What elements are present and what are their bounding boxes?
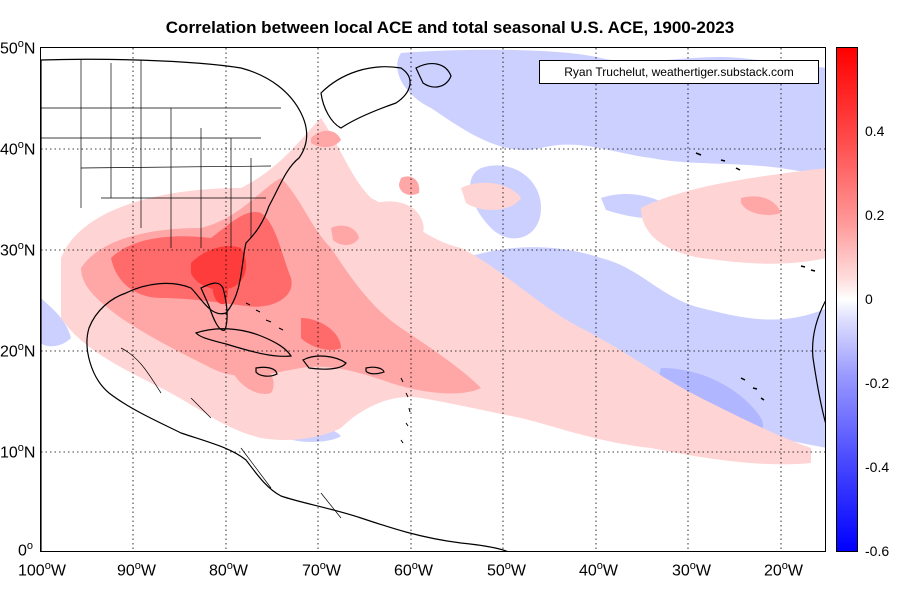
colorbar-tick-0: 0	[865, 291, 873, 307]
lat-label-30: 30oN	[0, 240, 36, 260]
map-panel	[40, 47, 826, 552]
lat-label-0: 0o	[18, 540, 34, 560]
cuba-coast	[194, 328, 293, 357]
hispaniola-coast	[302, 355, 347, 370]
colorbar-tick-0.4: 0.4	[865, 123, 885, 139]
lon-label-30: 30oW	[672, 560, 712, 580]
cape-verde-islands	[740, 377, 765, 401]
chart-title: Correlation between local ACE and total …	[165, 18, 735, 37]
lon-label-90: 90oW	[117, 560, 157, 580]
lon-label-80: 80oW	[209, 560, 249, 580]
credit-box: Ryan Truchelut, weathertiger.substack.co…	[539, 60, 819, 84]
canary-islands	[800, 265, 816, 272]
maritime-canada-coast	[320, 66, 411, 129]
lat-label-50: 50oN	[0, 38, 36, 58]
colorbar-tick-neg0.2: -0.2	[865, 375, 890, 391]
florida-coast	[200, 282, 228, 331]
lat-label-40: 40oN	[0, 139, 36, 159]
lon-label-70: 70oW	[302, 560, 342, 580]
lat-label-20: 20oN	[0, 341, 36, 361]
newfoundland-coast	[415, 62, 452, 88]
colorbar-tick-neg0.4: -0.4	[865, 459, 890, 475]
correlation-field	[41, 49, 825, 465]
correlation-map	[41, 48, 825, 551]
lesser-antilles	[400, 377, 411, 444]
lon-label-40: 40oW	[579, 560, 619, 580]
jamaica-coast	[255, 366, 278, 377]
coastlines	[41, 58, 825, 551]
positive-correlation-peak	[191, 246, 247, 305]
lon-label-20: 20oW	[764, 560, 804, 580]
colorbar-tick-0.2: 0.2	[865, 207, 885, 223]
lon-label-100: 100oW	[18, 560, 66, 580]
political-borders	[41, 60, 342, 519]
colorbar	[836, 47, 858, 552]
north-america-coast	[41, 58, 508, 551]
colorbar-tick-neg0.6: -0.6	[865, 543, 890, 559]
bahamas-islands	[245, 302, 284, 331]
africa-coast	[811, 300, 825, 424]
lat-label-10: 10oN	[0, 442, 36, 462]
azores-islands	[695, 152, 741, 171]
graticule	[41, 48, 825, 551]
puerto-rico-coast	[365, 366, 385, 375]
lon-label-50: 50oW	[487, 560, 527, 580]
lon-label-60: 60oW	[394, 560, 434, 580]
